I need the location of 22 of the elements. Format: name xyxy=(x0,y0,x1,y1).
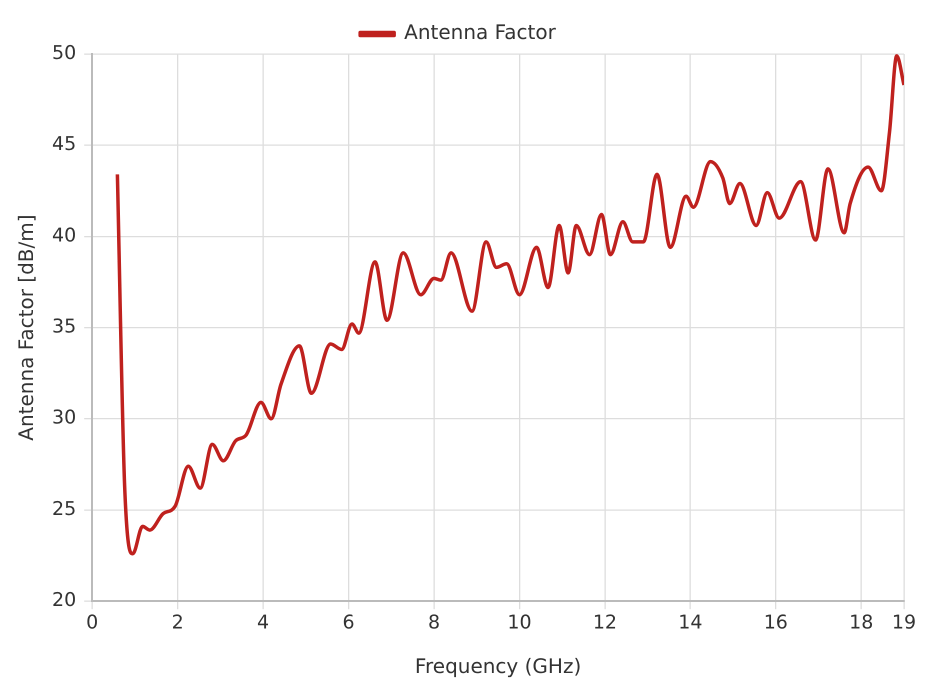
x-tick-label: 6 xyxy=(342,612,355,634)
x-tick-label: 10 xyxy=(507,612,532,634)
x-tick-label: 16 xyxy=(764,612,788,634)
y-tick-label: 40 xyxy=(52,224,76,246)
y-tick-label: 35 xyxy=(52,316,76,338)
x-axis-title: Frequency (GHz) xyxy=(414,654,582,678)
x-tick-label: 2 xyxy=(172,612,184,634)
y-tick-label: 45 xyxy=(52,133,76,156)
x-tick-label: 14 xyxy=(678,612,702,634)
x-tick-label: 12 xyxy=(592,612,617,634)
x-tick-label: 18 xyxy=(849,612,874,634)
x-tick-label: 0 xyxy=(86,612,98,634)
line-series xyxy=(116,54,904,556)
legend-label: Antenna Factor xyxy=(404,20,557,44)
x-tick-label: 8 xyxy=(428,612,440,634)
y-axis-title: Antenna Factor [dB/m] xyxy=(14,214,38,441)
y-tick-label: 30 xyxy=(52,406,76,429)
y-tick-label: 25 xyxy=(52,498,76,520)
x-tick-label: 19 xyxy=(892,612,916,634)
y-tick-label: 20 xyxy=(52,589,76,612)
y-tick-label: 50 xyxy=(52,42,76,64)
x-tick-label: 4 xyxy=(257,612,270,634)
